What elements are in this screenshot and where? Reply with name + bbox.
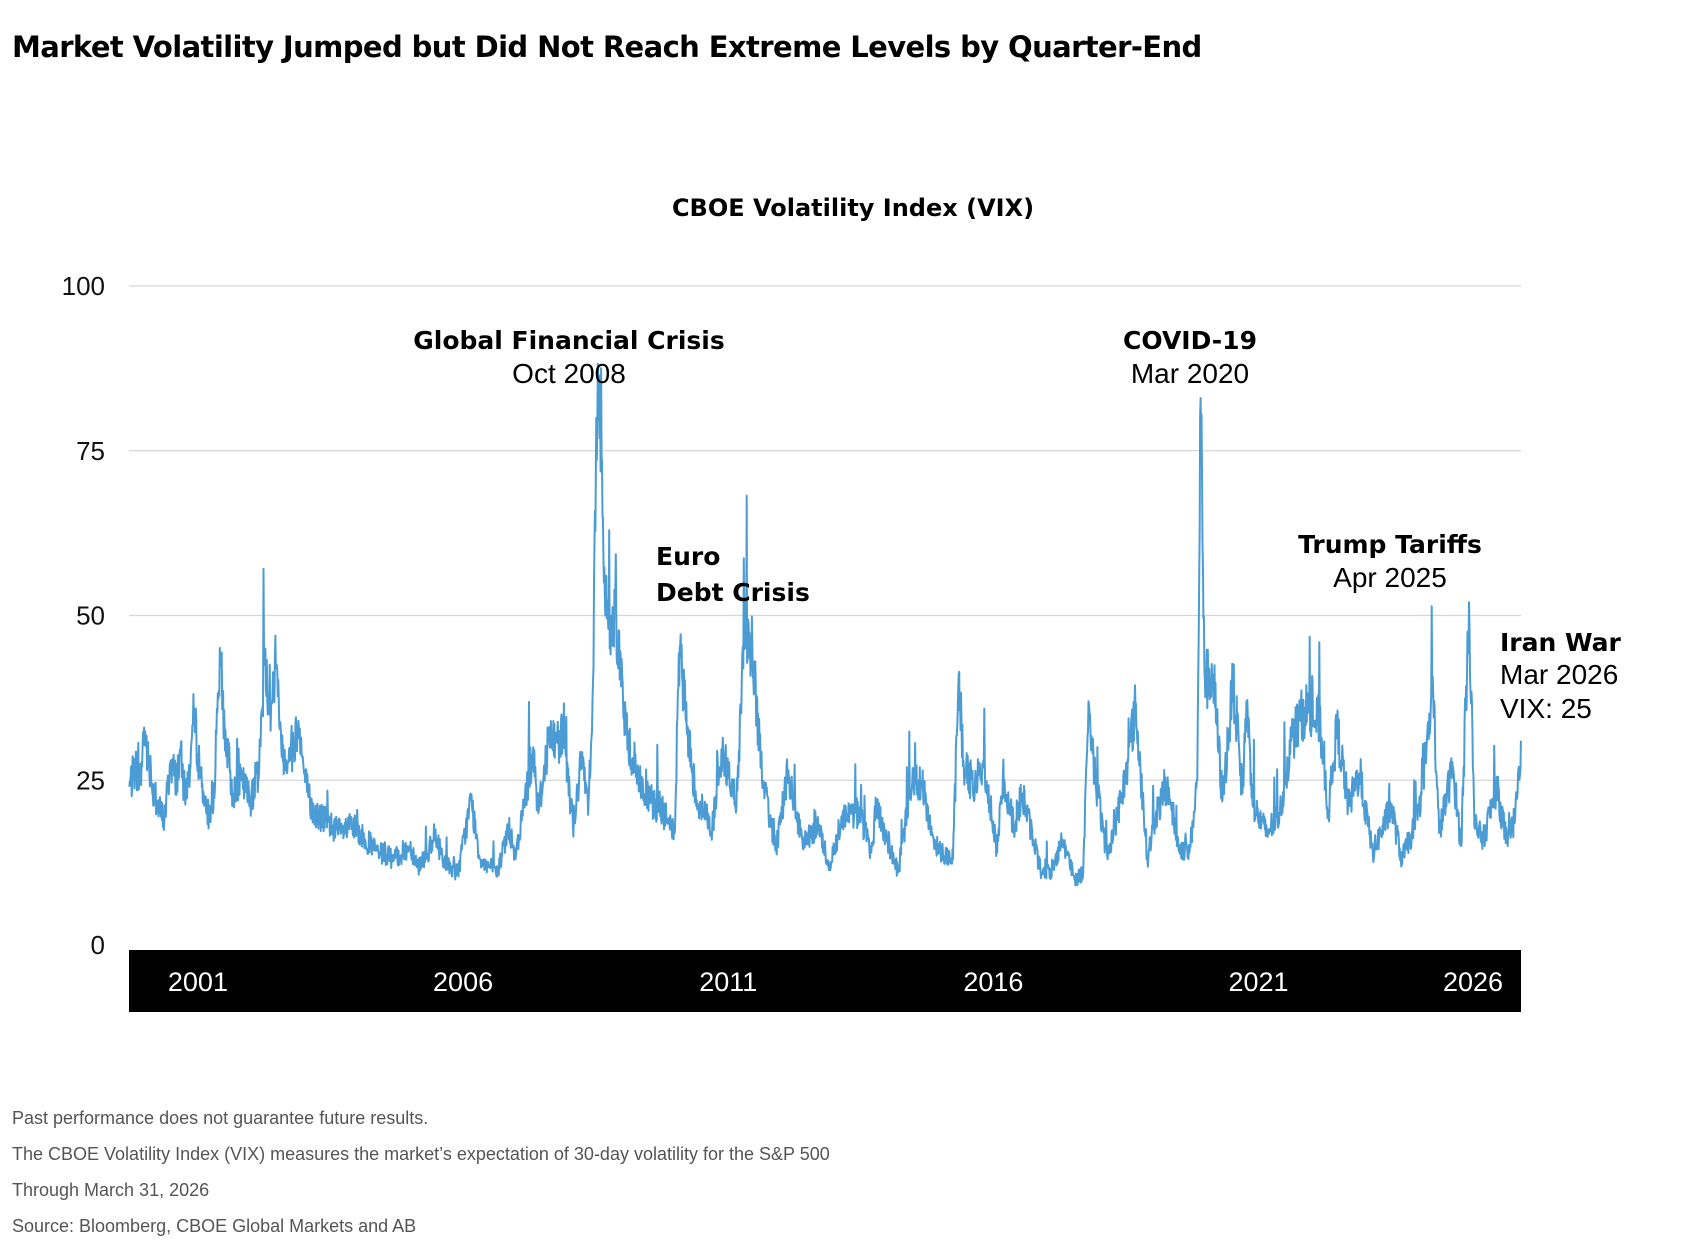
y-tick-25: 25: [76, 765, 105, 795]
x-axis-ticks: 2001 2006 2011 2016 2021 2026: [168, 967, 1503, 997]
annotations: Global Financial Crisis Oct 2008 Euro De…: [413, 326, 1621, 724]
annotation-tariffs-label: Trump Tariffs: [1298, 530, 1482, 559]
annotation-covid-date: Mar 2020: [1131, 358, 1249, 389]
y-tick-50: 50: [76, 601, 105, 631]
vix-series: [128, 362, 1522, 887]
x-tick-2001: 2001: [168, 967, 228, 997]
y-tick-0: 0: [91, 930, 105, 960]
footnotes: Past performance does not guarantee futu…: [12, 1107, 830, 1251]
annotation-iran-date: Mar 2026: [1500, 659, 1618, 690]
annotation-iran-vix: VIX: 25: [1500, 693, 1592, 724]
annotation-gfc-label: Global Financial Crisis: [413, 326, 725, 355]
annotation-covid-label: COVID-19: [1123, 326, 1257, 355]
footnote-disclaimer: Past performance does not guarantee futu…: [12, 1108, 429, 1128]
footnote-date: Through March 31, 2026: [12, 1180, 210, 1200]
x-tick-2016: 2016: [963, 967, 1023, 997]
annotation-euro-label-line2: Debt Crisis: [656, 578, 810, 607]
annotation-iran-label: Iran War: [1500, 628, 1622, 657]
annotation-euro-label: Euro: [656, 542, 720, 571]
y-tick-75: 75: [76, 436, 105, 466]
vix-line: [128, 362, 1522, 887]
footnote-definition: The CBOE Volatility Index (VIX) measures…: [12, 1144, 830, 1164]
x-axis-band: [129, 950, 1521, 1012]
chart-subtitle: CBOE Volatility Index (VIX): [672, 194, 1034, 222]
y-tick-100: 100: [62, 271, 105, 301]
y-axis-ticks: 0 25 50 75 100: [62, 271, 105, 960]
annotation-gfc-date: Oct 2008: [512, 358, 626, 389]
x-tick-2021: 2021: [1228, 967, 1288, 997]
page-title: Market Volatility Jumped but Did Not Rea…: [12, 30, 1202, 64]
x-tick-2011: 2011: [699, 967, 757, 997]
footnote-source: Source: Bloomberg, CBOE Global Markets a…: [12, 1216, 417, 1236]
x-tick-2026: 2026: [1443, 967, 1503, 997]
x-tick-2006: 2006: [433, 967, 493, 997]
annotation-tariffs-date: Apr 2025: [1333, 562, 1447, 593]
